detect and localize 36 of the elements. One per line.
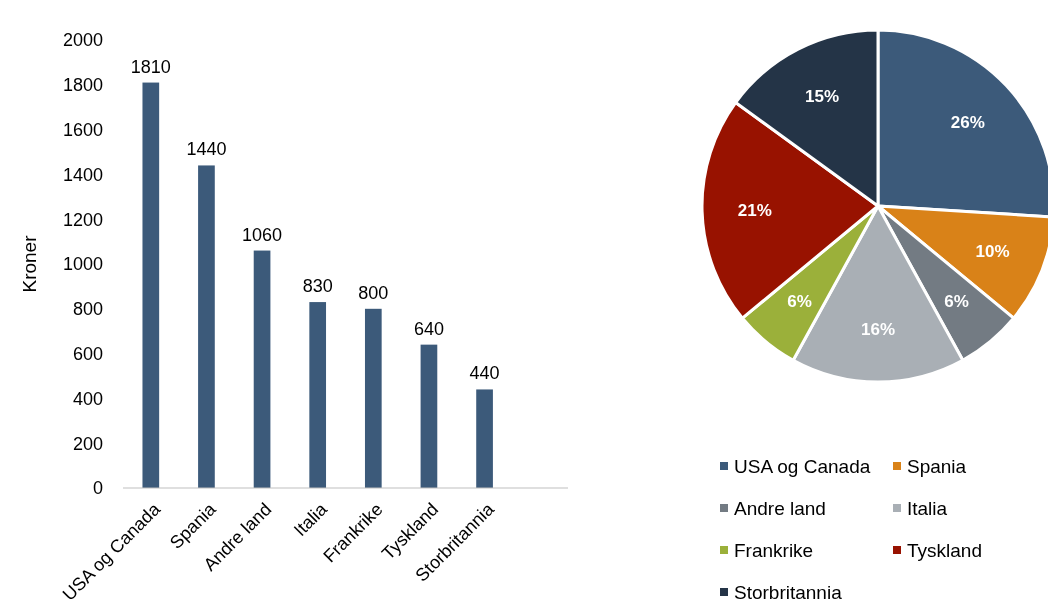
data-label: 26% bbox=[950, 112, 985, 132]
y-tick-label: 1600 bbox=[62, 119, 103, 140]
data-label: 1060 bbox=[242, 224, 283, 245]
bar bbox=[253, 250, 271, 488]
data-label: 6% bbox=[787, 291, 812, 311]
legend-label: Storbritannia bbox=[734, 581, 843, 603]
bar bbox=[364, 308, 382, 488]
bar bbox=[142, 82, 160, 488]
bar bbox=[420, 344, 438, 488]
bar bbox=[476, 389, 493, 488]
data-label: 16% bbox=[860, 320, 896, 340]
data-label: 21% bbox=[737, 200, 772, 220]
y-tick-label: 400 bbox=[72, 388, 103, 409]
data-label: 10% bbox=[975, 242, 1010, 262]
data-label: 830 bbox=[302, 276, 333, 297]
data-label: 800 bbox=[358, 282, 389, 303]
y-tick-label: 1000 bbox=[62, 254, 103, 275]
y-tick-label: 200 bbox=[72, 433, 103, 454]
data-label: 1810 bbox=[130, 56, 171, 77]
legend-label: USA og Canada bbox=[734, 455, 871, 477]
y-tick-label: 1400 bbox=[62, 164, 103, 185]
y-tick-label: 1800 bbox=[62, 75, 103, 96]
data-label: 640 bbox=[413, 318, 444, 339]
y-tick-label: 600 bbox=[72, 343, 103, 364]
y-tick-label: 1200 bbox=[62, 209, 103, 230]
legend-label: Spania bbox=[907, 455, 967, 477]
y-tick-label: 2000 bbox=[62, 30, 103, 51]
data-label: 6% bbox=[944, 291, 969, 311]
y-tick-label: 800 bbox=[72, 299, 103, 320]
data-label: 1440 bbox=[186, 139, 227, 160]
data-label: 440 bbox=[469, 363, 500, 384]
bar bbox=[309, 302, 327, 488]
y-axis-title: Kroner bbox=[19, 234, 40, 293]
y-tick-label: 0 bbox=[92, 478, 103, 499]
bar bbox=[198, 165, 215, 488]
data-label: 15% bbox=[805, 87, 840, 107]
